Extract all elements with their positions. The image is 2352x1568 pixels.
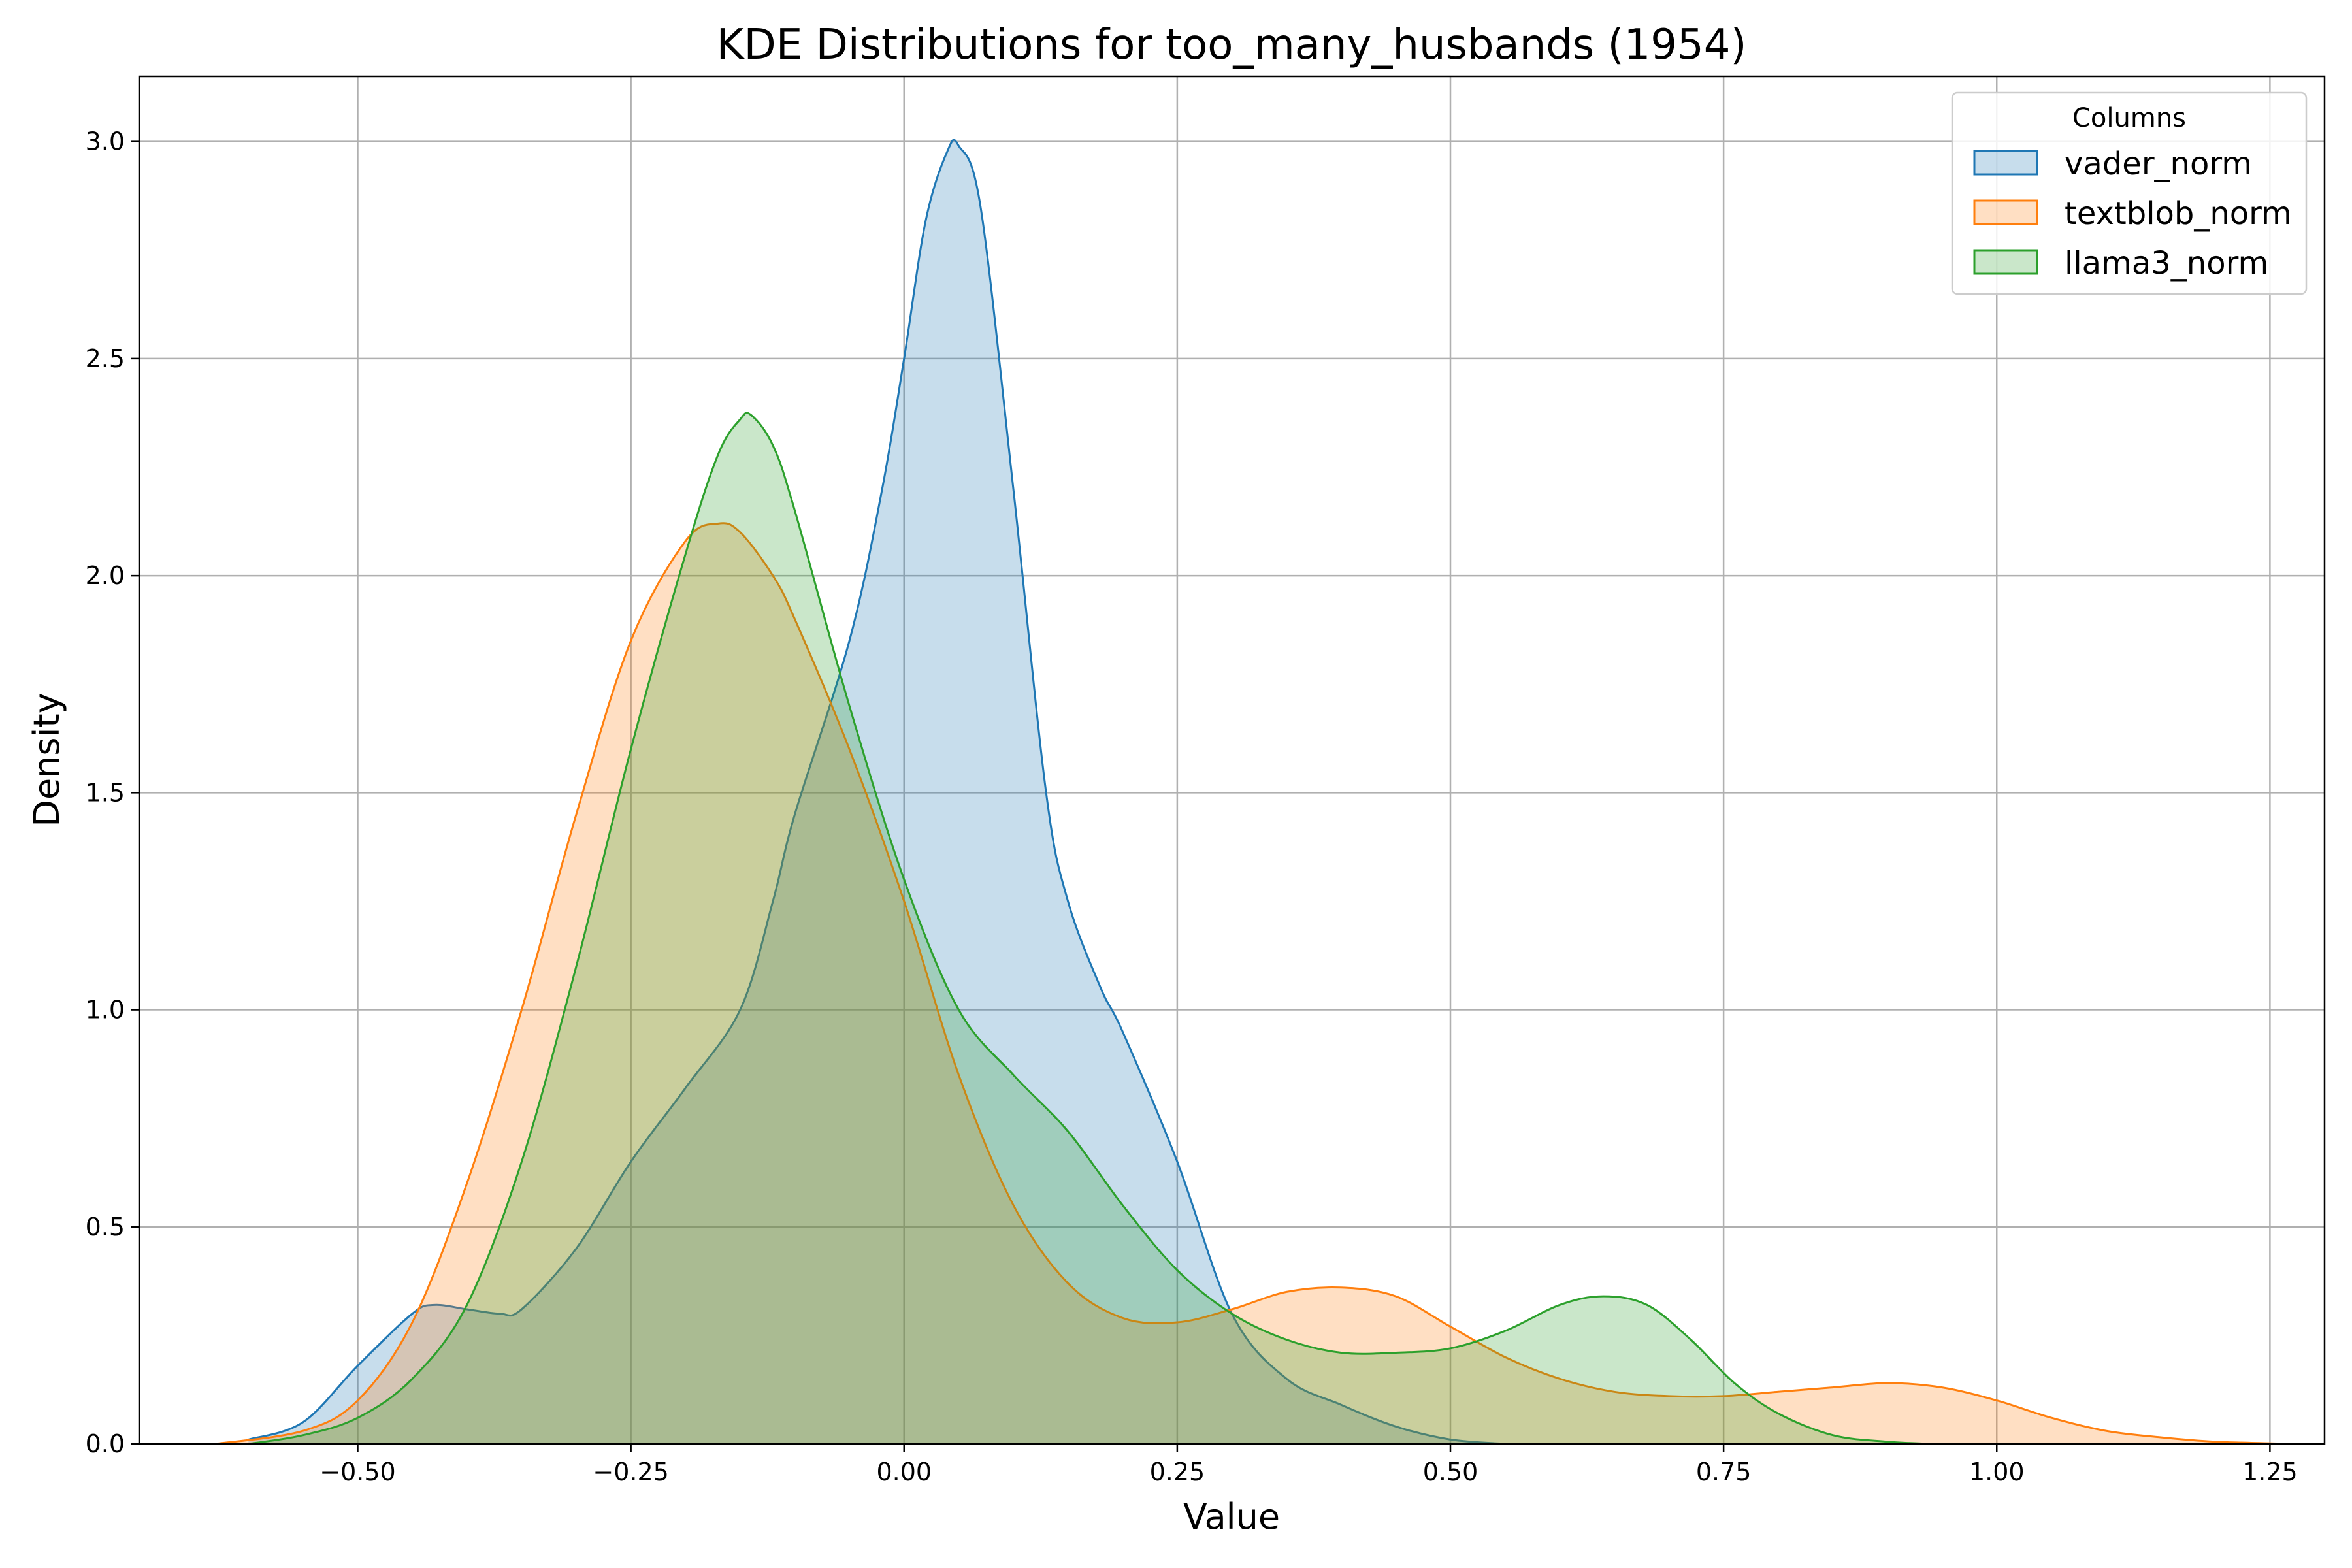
- y-tick-label: 0.0: [86, 1429, 125, 1458]
- legend-label-textblob_norm: textblob_norm: [2065, 195, 2292, 232]
- legend-frame: [1951, 91, 2308, 295]
- y-axis-ticks: 0.0 0.5 1.0 1.5 2.0 2.5 3.0: [86, 127, 139, 1458]
- x-tick-label: −0.50: [319, 1458, 395, 1486]
- y-tick-label: 1.0: [86, 996, 125, 1024]
- legend-swatch-vader_norm: [1973, 150, 2038, 176]
- series-area-textblob_norm: [216, 523, 2292, 1445]
- y-tick-label: 2.0: [86, 561, 125, 590]
- legend-title: Columns: [2072, 103, 2186, 133]
- series-line-llama3_norm: [248, 412, 1931, 1445]
- density-areas: [215, 139, 2292, 1445]
- x-tick-label: 0.00: [876, 1458, 932, 1486]
- x-tick-label: 1.25: [2242, 1458, 2298, 1486]
- x-axis-label: Value: [1183, 1496, 1280, 1537]
- plot-frame: [138, 75, 2326, 1445]
- series-area-vader_norm: [248, 139, 1505, 1445]
- series-area-llama3_norm: [248, 412, 1931, 1444]
- x-axis-ticks: −0.50 −0.25 0.00 0.25 0.50 0.75 1.00 1.25: [319, 1444, 2298, 1486]
- series-line-textblob_norm: [215, 522, 2292, 1445]
- legend-swatch-llama3_norm: [1973, 249, 2038, 275]
- y-tick-label: 1.5: [86, 778, 125, 807]
- series-line-vader_norm: [248, 139, 1505, 1445]
- x-tick-label: 1.00: [1969, 1458, 2025, 1486]
- y-tick-label: 3.0: [86, 127, 125, 156]
- x-tick-label: −0.25: [593, 1458, 668, 1486]
- legend-label-vader_norm: vader_norm: [2065, 146, 2252, 182]
- y-axis-label: Density: [26, 693, 67, 826]
- y-tick-label: 2.5: [86, 344, 125, 373]
- chart-title: KDE Distributions for too_many_husbands …: [717, 21, 1747, 69]
- legend-label-llama3_norm: llama3_norm: [2065, 245, 2268, 282]
- x-tick-label: 0.50: [1423, 1458, 1478, 1486]
- x-tick-label: 0.25: [1150, 1458, 1205, 1486]
- x-tick-label: 0.75: [1696, 1458, 1752, 1486]
- y-tick-label: 0.5: [86, 1213, 125, 1241]
- legend: Columns vader_norm textblob_norm llama3_no…: [1951, 91, 2308, 295]
- legend-swatch-textblob_norm: [1973, 199, 2038, 225]
